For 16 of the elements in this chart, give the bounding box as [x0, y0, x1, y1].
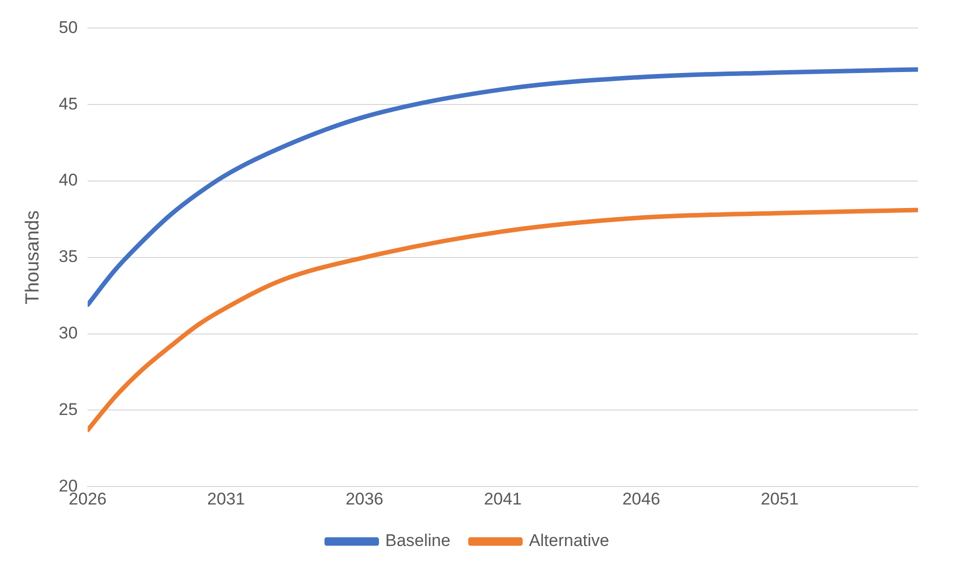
- line-series: [88, 67, 918, 308]
- y-tick-label: 35: [58, 247, 78, 266]
- x-tick-label: 2036: [346, 489, 384, 508]
- line-series: [88, 208, 918, 432]
- legend-label: Alternative: [528, 531, 610, 550]
- legend-label: Baseline: [385, 531, 450, 550]
- x-tick-label: 2031: [207, 489, 246, 508]
- y-tick-label: 50: [58, 18, 78, 37]
- y-tick-label: 40: [58, 170, 78, 190]
- y-tick-label: 30: [58, 323, 78, 342]
- x-tick-label: 2041: [484, 489, 522, 508]
- y-tick-label: 45: [58, 94, 78, 114]
- x-tick-label: 2051: [760, 489, 799, 508]
- x-tick-label: 2046: [622, 489, 660, 508]
- y-axis-title: Thousands: [22, 210, 44, 304]
- y-tick-label: 25: [58, 400, 78, 419]
